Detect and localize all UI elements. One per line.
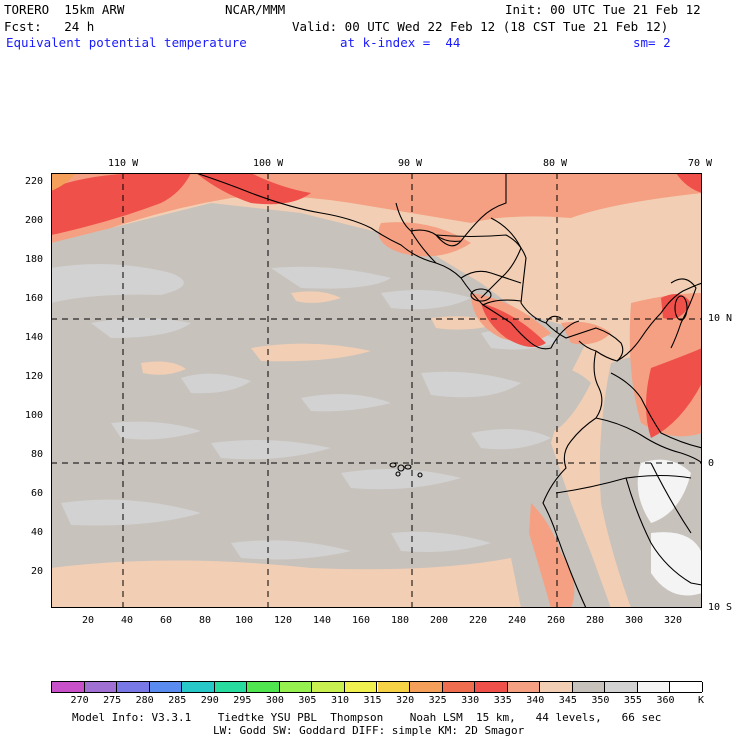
legend-swatch — [117, 682, 150, 692]
legend-swatch — [475, 682, 508, 692]
legend-value: 360 — [656, 695, 675, 706]
y-tick: 100 — [25, 410, 44, 421]
x-tick: 140 — [313, 615, 332, 626]
legend-value: 305 — [298, 695, 317, 706]
legend-value: 295 — [233, 695, 252, 706]
valid-time: Valid: 00 UTC Wed 22 Feb 12 (18 CST Tue … — [292, 19, 669, 34]
legend-value: 340 — [526, 695, 545, 706]
x-tick: 320 — [664, 615, 683, 626]
legend-swatch — [52, 682, 85, 692]
theta-e-map — [51, 173, 702, 608]
legend-swatch — [279, 682, 313, 692]
legend-swatch — [149, 682, 183, 692]
legend-value: 285 — [168, 695, 187, 706]
y-tick: 80 — [31, 449, 44, 460]
color-bar — [51, 681, 703, 693]
x-tick: 240 — [508, 615, 527, 626]
coastlines — [195, 173, 702, 608]
y-tick: 220 — [25, 176, 44, 187]
y-tick: 140 — [25, 332, 44, 343]
x-tick: 200 — [430, 615, 449, 626]
lat-label-10n: 10 N — [708, 313, 733, 324]
legend-swatch — [572, 682, 606, 692]
legend-swatch — [410, 682, 443, 692]
legend-value: 315 — [363, 695, 382, 706]
init-time: Init: 00 UTC Tue 21 Feb 12 — [505, 2, 701, 17]
x-tick: 300 — [625, 615, 644, 626]
smooth-label: sm= 2 — [633, 35, 671, 50]
x-tick: 40 — [121, 615, 134, 626]
legend-value: 355 — [623, 695, 642, 706]
physics-info: LW: Godd SW: Goddard DIFF: simple KM: 2D… — [213, 724, 525, 737]
legend-value: 350 — [591, 695, 610, 706]
x-tick: 80 — [199, 615, 212, 626]
legend-value: 345 — [558, 695, 577, 706]
legend-value: 330 — [461, 695, 480, 706]
legend-swatch — [605, 682, 638, 692]
x-tick: 120 — [274, 615, 293, 626]
orange-corner — [51, 173, 76, 191]
legend-swatch — [84, 682, 118, 692]
color-legend: 270 275 280 285 290 295 300 305 310 315 320 325 330 3… — [51, 681, 705, 707]
x-tick: 280 — [586, 615, 605, 626]
x-tick: 180 — [391, 615, 410, 626]
x-tick: 260 — [547, 615, 566, 626]
legend-swatch — [182, 682, 215, 692]
legend-labels: 270 275 280 285 290 295 300 305 310 315 320 325 330 3… — [51, 693, 705, 707]
forecast-hour: Fcst: 24 h — [4, 19, 95, 34]
lon-label-110w: 110 W — [108, 158, 139, 169]
legend-swatch — [312, 682, 345, 692]
legend-swatch — [377, 682, 411, 692]
lon-label-80w: 80 W — [543, 158, 568, 169]
y-tick: 160 — [25, 293, 44, 304]
lat-label-0: 0 — [708, 458, 715, 469]
light-grey-patches — [51, 264, 561, 560]
legend-swatch — [344, 682, 378, 692]
model-info: Model Info: V3.3.1 Tiedtke YSU PBL Thomp… — [72, 711, 662, 724]
model-title: TORERO 15km ARW — [4, 2, 125, 17]
y-tick: 200 — [25, 215, 44, 226]
legend-value: 300 — [265, 695, 284, 706]
x-tick: 60 — [160, 615, 173, 626]
lon-label-100w: 100 W — [253, 158, 284, 169]
legend-unit: K — [698, 695, 705, 706]
lon-label-70w: 70 W — [688, 158, 713, 169]
legend-value: 325 — [428, 695, 447, 706]
y-tick: 180 — [25, 254, 44, 265]
x-tick: 100 — [235, 615, 254, 626]
legend-value: 290 — [200, 695, 219, 706]
map-frame — [51, 173, 702, 608]
lat-label-10s: 10 S — [708, 602, 733, 613]
level-label: at k-index = 44 — [340, 35, 461, 50]
legend-value: 275 — [103, 695, 122, 706]
x-tick: 220 — [469, 615, 488, 626]
y-tick: 60 — [31, 488, 44, 499]
legend-swatch — [670, 682, 703, 692]
lon-label-90w: 90 W — [398, 158, 423, 169]
legend-swatch — [247, 682, 280, 692]
legend-value: 310 — [330, 695, 349, 706]
legend-value: 280 — [135, 695, 154, 706]
center-label: NCAR/MMM — [225, 2, 286, 17]
x-tick: 160 — [352, 615, 371, 626]
lat-lon-grid — [51, 173, 702, 608]
legend-swatch — [507, 682, 541, 692]
legend-value: 320 — [396, 695, 415, 706]
legend-swatch — [637, 682, 671, 692]
legend-swatch — [214, 682, 248, 692]
field-name: Equivalent potential temperature — [6, 35, 247, 50]
legend-swatch — [442, 682, 476, 692]
y-tick: 40 — [31, 527, 44, 538]
legend-value: 270 — [70, 695, 89, 706]
y-tick: 120 — [25, 371, 44, 382]
legend-value: 335 — [493, 695, 512, 706]
legend-swatch — [540, 682, 573, 692]
x-tick: 20 — [82, 615, 95, 626]
y-tick: 20 — [31, 566, 44, 577]
